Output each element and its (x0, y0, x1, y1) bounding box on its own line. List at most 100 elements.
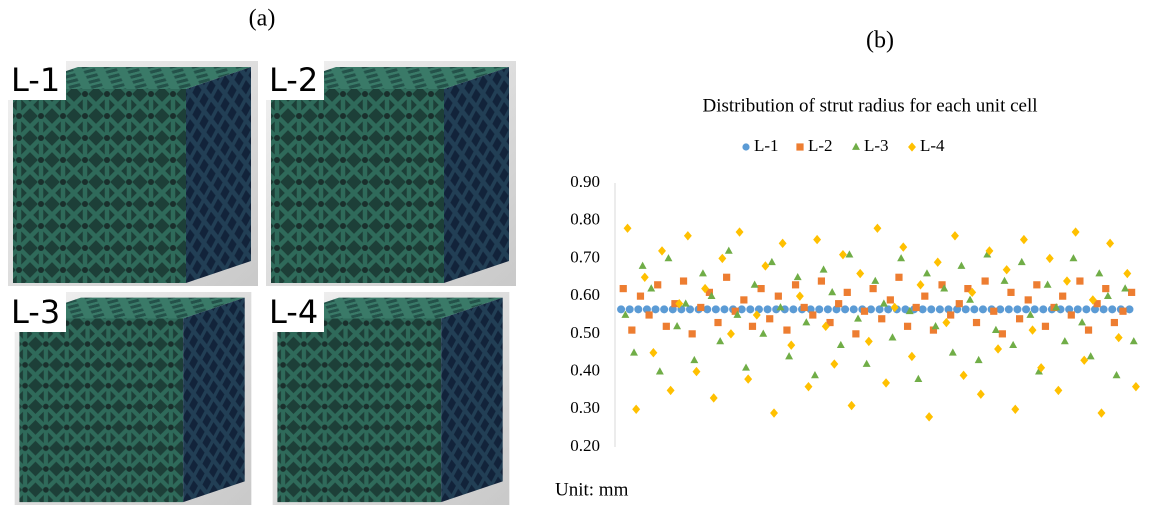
point (667, 386, 675, 395)
point (1061, 337, 1069, 344)
point (830, 359, 838, 368)
point (693, 367, 701, 376)
point (634, 305, 642, 313)
point (899, 242, 907, 251)
point (749, 323, 756, 330)
point (764, 305, 772, 313)
point (970, 305, 978, 313)
y-tick-label: 0.30 (570, 398, 600, 417)
point (637, 293, 644, 300)
point (654, 281, 661, 288)
y-tick-label: 0.50 (570, 323, 600, 342)
point (861, 308, 868, 315)
point (999, 330, 1006, 337)
point (1104, 292, 1112, 299)
point (1022, 305, 1030, 313)
point (742, 363, 750, 370)
point (738, 305, 746, 313)
point (811, 371, 819, 378)
point (1128, 289, 1135, 296)
point (1087, 352, 1095, 359)
point (917, 280, 925, 289)
point (1046, 254, 1054, 263)
point (848, 401, 856, 410)
point (1001, 277, 1009, 284)
y-tick-label: 0.70 (570, 247, 600, 266)
point (1039, 305, 1047, 313)
point (994, 344, 1002, 353)
point (1059, 293, 1066, 300)
point (746, 305, 754, 313)
point (1033, 281, 1040, 288)
point (768, 258, 776, 265)
legend-label: L-4 (920, 136, 945, 155)
point (1029, 325, 1037, 334)
point (960, 371, 968, 380)
point (1119, 308, 1126, 315)
point (761, 261, 769, 270)
point (1132, 382, 1140, 391)
point (1082, 305, 1090, 313)
point (1013, 305, 1021, 313)
point (1009, 341, 1017, 348)
point (882, 378, 890, 387)
point (913, 304, 920, 311)
point (870, 285, 877, 292)
point (936, 305, 944, 313)
point (710, 393, 718, 402)
legend-marker (908, 142, 916, 151)
point (757, 285, 764, 292)
point (863, 360, 871, 367)
chart-title: Distribution of strut radius for each un… (702, 95, 1037, 116)
point (932, 322, 940, 329)
point (770, 408, 778, 417)
lattice-label: L-4 (269, 293, 318, 331)
point (673, 322, 681, 329)
point (665, 254, 673, 261)
point (645, 311, 652, 318)
point (871, 277, 879, 284)
point (1069, 254, 1077, 261)
point (697, 304, 704, 311)
point (718, 254, 726, 263)
point (835, 300, 842, 307)
point (641, 273, 649, 282)
point (1100, 305, 1108, 313)
point (794, 273, 802, 280)
point (1018, 258, 1026, 265)
point (841, 305, 849, 313)
point (839, 250, 847, 259)
point (690, 356, 698, 363)
point (775, 293, 782, 300)
point (663, 323, 670, 330)
point (1025, 296, 1032, 303)
point (856, 269, 864, 278)
point (680, 277, 687, 284)
point (1042, 323, 1049, 330)
point (975, 356, 983, 363)
point (889, 333, 897, 340)
point (852, 330, 859, 337)
point (792, 281, 799, 288)
point (854, 314, 862, 321)
point (845, 250, 853, 257)
point (628, 326, 635, 333)
point (740, 296, 747, 303)
legend-label: L-2 (808, 136, 833, 155)
point (942, 318, 950, 327)
point (957, 262, 965, 269)
point (744, 374, 752, 383)
point (802, 318, 810, 325)
legend-label: L-3 (864, 136, 889, 155)
point (908, 352, 916, 361)
point (1044, 281, 1052, 288)
point (947, 311, 954, 318)
point (887, 296, 894, 303)
point (1097, 408, 1105, 417)
point (1003, 265, 1011, 274)
point (805, 382, 813, 391)
point (783, 326, 790, 333)
point (844, 289, 851, 296)
point (979, 305, 987, 313)
unit-note: Unit: mm (555, 479, 629, 500)
